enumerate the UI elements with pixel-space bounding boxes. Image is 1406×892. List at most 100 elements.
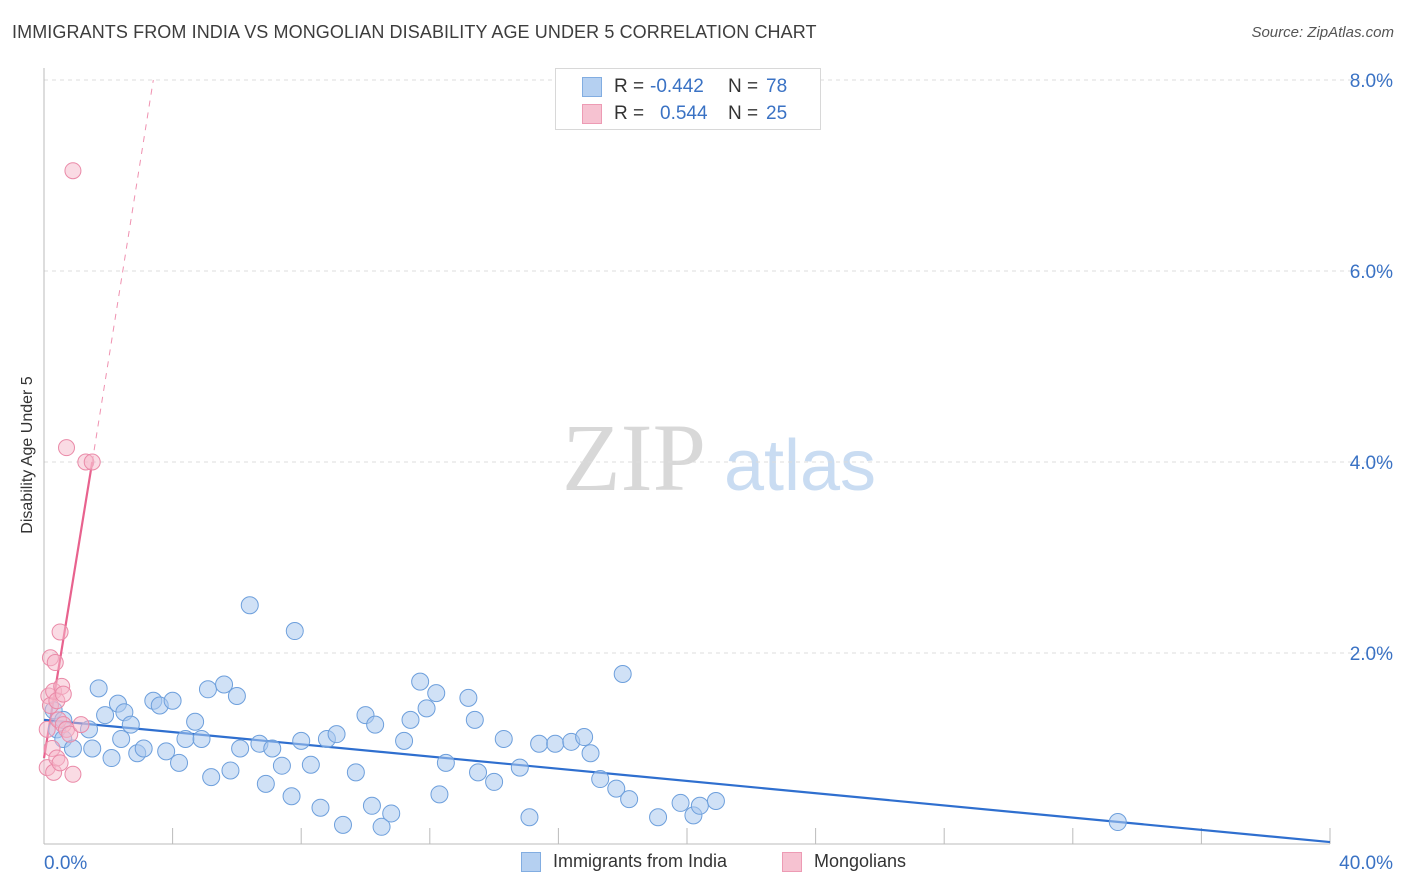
mongolian-point: [58, 439, 76, 457]
india-point: [272, 756, 291, 775]
india-point: [240, 596, 259, 615]
india-point: [83, 739, 102, 758]
india-point: [170, 753, 189, 772]
legend-n-label: N =: [728, 103, 759, 124]
india-point: [427, 684, 446, 703]
india-point: [465, 710, 484, 729]
legend-swatch-india: [582, 77, 602, 97]
india-point: [459, 688, 478, 707]
india-point: [282, 787, 301, 806]
india-point: [575, 728, 594, 747]
india-point: [520, 808, 539, 827]
legend-label-mongolians: Mongolians: [814, 851, 907, 871]
india-point: [401, 710, 420, 729]
india-point: [157, 742, 176, 761]
india-point: [202, 768, 221, 787]
india-point: [285, 622, 304, 641]
india-point: [1108, 813, 1127, 832]
india-point: [494, 729, 513, 748]
y-tick-label: 2.0%: [1350, 644, 1393, 665]
points-layer: [38, 162, 1127, 836]
india-point: [690, 796, 709, 815]
legend-item-mongolians[interactable]: Mongolians: [782, 851, 906, 872]
india-point: [362, 796, 381, 815]
legend-n-label: N =: [728, 76, 759, 97]
mongolian-point: [64, 765, 82, 783]
legend-swatch-mongolians: [782, 851, 802, 872]
india-point: [366, 715, 385, 734]
mongolian-point: [51, 623, 69, 641]
india-point: [382, 804, 401, 823]
legend-r-value: 0.544: [660, 103, 708, 124]
india-point: [311, 798, 330, 817]
legend-r-value: -0.442: [650, 76, 704, 97]
india-point: [530, 734, 549, 753]
india-point: [198, 680, 217, 699]
mongolian-point: [64, 162, 82, 180]
mongolian-point: [83, 453, 101, 471]
india-point: [292, 731, 311, 750]
x-tick-label: 0.0%: [44, 853, 87, 874]
legend-swatch-mongolians: [582, 104, 602, 124]
tick-label-layer: 2.0% 4.0% 6.0% 8.0% 0.0% 40.0%: [44, 71, 1393, 874]
watermark-zip: ZIP: [562, 404, 706, 511]
mongolian-point: [61, 725, 79, 743]
india-point: [301, 755, 320, 774]
india-point: [327, 725, 346, 744]
india-point: [121, 715, 140, 734]
india-point: [134, 739, 153, 758]
india-point: [510, 758, 529, 777]
legend-r-label: R =: [614, 76, 645, 97]
india-point: [591, 770, 610, 789]
india-point: [436, 753, 455, 772]
india-point: [163, 691, 182, 710]
chart-title: IMMIGRANTS FROM INDIA VS MONGOLIAN DISAB…: [12, 22, 817, 42]
india-point: [231, 739, 250, 758]
india-point: [372, 817, 391, 836]
india-point: [215, 675, 234, 694]
india-point: [256, 774, 275, 793]
india-point: [649, 808, 668, 827]
india-trend-line: [43, 718, 1331, 844]
grid-layer: [44, 79, 1392, 654]
legend-r-label: R =: [614, 103, 645, 124]
india-point: [581, 744, 600, 763]
x-tick-label: 40.0%: [1339, 853, 1393, 874]
india-point: [613, 665, 632, 684]
chart-source: Source: ZipAtlas.com: [1251, 24, 1394, 41]
india-point: [333, 815, 352, 834]
india-point: [346, 763, 365, 782]
y-tick-label: 8.0%: [1350, 71, 1393, 92]
mongolian-point: [38, 720, 56, 738]
mongolian-trend-extension: [91, 79, 154, 463]
legend-row-india: R = -0.442 N = 78: [582, 75, 787, 99]
india-point: [706, 792, 725, 811]
india-point: [192, 729, 211, 748]
india-point: [112, 729, 131, 748]
mongolian-point: [46, 654, 64, 672]
india-point: [620, 790, 639, 809]
india-point: [395, 731, 414, 750]
y-tick-label: 6.0%: [1350, 262, 1393, 283]
india-point: [469, 763, 488, 782]
y-tick-label: 4.0%: [1350, 453, 1393, 474]
india-point: [63, 739, 82, 758]
india-point: [546, 734, 565, 753]
india-point: [485, 772, 504, 791]
india-point: [186, 712, 205, 731]
legend-row-mongolians: R = 0.544 N = 25: [582, 102, 787, 126]
india-point: [411, 672, 430, 691]
series-legend: Immigrants from India Mongolians: [0, 851, 1406, 877]
legend-item-india[interactable]: Immigrants from India: [521, 851, 727, 872]
mongolian-point: [51, 754, 69, 772]
india-point: [227, 686, 246, 705]
mongolian-point: [72, 716, 90, 734]
legend-n-value: 25: [766, 103, 788, 124]
india-point: [263, 739, 282, 758]
legend-swatch-india: [521, 851, 541, 872]
india-point: [89, 679, 108, 698]
india-point: [102, 749, 121, 768]
india-point: [96, 706, 115, 725]
axis-layer: [43, 68, 1331, 845]
legend-n-value: 78: [766, 76, 788, 97]
